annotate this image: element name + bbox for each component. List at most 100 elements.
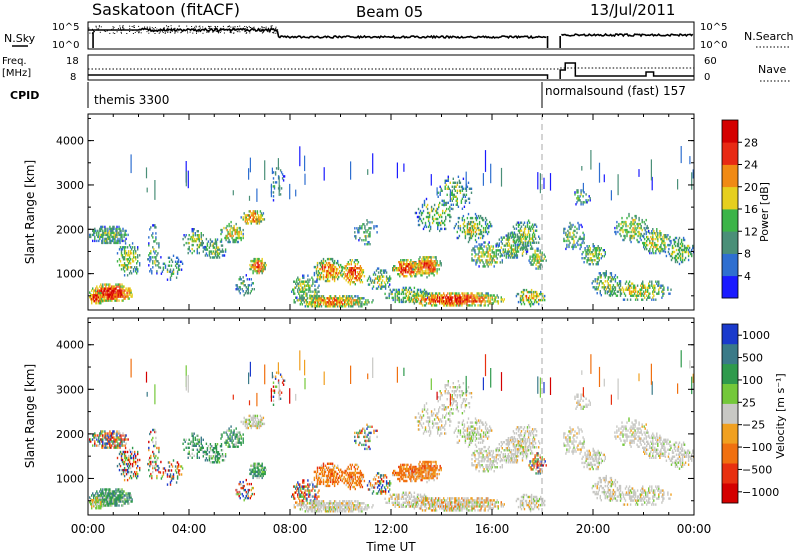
- power-cell: [283, 175, 286, 178]
- power-cell: [659, 251, 661, 255]
- power-cell: [107, 227, 109, 231]
- power-cell: [220, 238, 223, 241]
- power-cell: [216, 256, 219, 259]
- power-cell: [625, 222, 627, 226]
- power-cell: [632, 234, 634, 238]
- power-cell: [359, 265, 362, 268]
- power-cell: [427, 258, 429, 261]
- power-cell: [601, 286, 603, 289]
- power-cell: [222, 254, 225, 257]
- power-cell: [94, 296, 96, 299]
- power-cell: [619, 228, 621, 232]
- power-cell: [429, 302, 432, 305]
- power-cell: [630, 292, 633, 295]
- power-cell: [313, 294, 315, 297]
- power-cell: [437, 207, 439, 211]
- power-cell: [603, 274, 605, 277]
- power-cell: [538, 265, 540, 268]
- power-cell: [456, 199, 458, 202]
- power-cell: [246, 278, 248, 281]
- power-cell: [168, 264, 171, 267]
- power-cell: [117, 283, 119, 286]
- nsky-dot: [242, 29, 244, 31]
- power-cell: [454, 181, 456, 184]
- power-cell: [631, 294, 634, 297]
- power-cell: [690, 250, 692, 254]
- power-cell: [408, 271, 410, 274]
- power-cell: [589, 197, 591, 200]
- power-cell: [127, 287, 129, 290]
- power-cell: [395, 288, 397, 292]
- power-cell: [540, 298, 542, 302]
- power-cell: [121, 283, 123, 286]
- power-cell: [444, 179, 446, 182]
- power-cell: [362, 297, 364, 300]
- power-cell: [500, 300, 502, 303]
- power-cell: [446, 179, 448, 182]
- power-cell: [405, 265, 407, 268]
- power-cell: [374, 277, 377, 280]
- power-cell: [428, 213, 431, 217]
- power-cell: [524, 294, 527, 298]
- power-cell: [111, 227, 113, 231]
- power-cell: [627, 286, 630, 289]
- power-cell: [483, 263, 485, 266]
- power-cell: [240, 236, 242, 240]
- power-cell: [450, 193, 452, 196]
- power-cell: [405, 269, 407, 272]
- power-cell: [459, 226, 462, 230]
- power-cell: [517, 250, 520, 253]
- power-cell: [480, 243, 482, 246]
- power-cell: [328, 295, 331, 298]
- power-cell: [127, 258, 130, 261]
- power-cell: [334, 271, 337, 275]
- power-cell: [421, 296, 424, 299]
- power-cell: [646, 298, 648, 301]
- power-cell: [259, 259, 261, 263]
- power-cell: [582, 239, 584, 243]
- power-cell: [330, 269, 333, 273]
- power-cell: [100, 292, 102, 295]
- power-cell: [384, 287, 387, 290]
- power-cell: [327, 305, 330, 308]
- power-cell: [522, 250, 525, 253]
- power-cell: [648, 286, 650, 289]
- power-cell: [440, 227, 442, 231]
- nsky-dot: [264, 27, 266, 29]
- power-cell: [456, 300, 458, 303]
- power-cell: [680, 248, 683, 252]
- nsky-dot: [246, 26, 247, 28]
- power-cell: [581, 166, 583, 171]
- power-cell: [124, 250, 127, 253]
- power-cell: [100, 298, 102, 301]
- power-cell: [355, 301, 357, 304]
- power-cell: [568, 243, 570, 247]
- nsky-dot: [203, 30, 205, 32]
- power-cell: [306, 305, 309, 308]
- power-cell: [532, 231, 535, 234]
- power-cell: [450, 292, 452, 295]
- power-cell: [572, 245, 574, 249]
- power-cell: [389, 288, 391, 292]
- power-cell: [428, 298, 431, 301]
- nsky-dot: [215, 29, 217, 31]
- power-cell: [349, 295, 351, 298]
- power-cell: [104, 225, 106, 229]
- power-cell: [463, 300, 465, 303]
- power-cell: [430, 304, 433, 307]
- power-cell: [114, 237, 116, 241]
- power-cell: [319, 273, 322, 277]
- power-cell: [435, 296, 438, 299]
- power-cell: [333, 305, 336, 308]
- power-cell: [365, 301, 367, 304]
- power-cell: [93, 300, 95, 303]
- power-cell: [430, 205, 433, 209]
- power-cell: [529, 257, 531, 260]
- power-cell: [90, 294, 92, 297]
- power-cell: [628, 286, 631, 289]
- power-cell: [585, 251, 587, 254]
- power-cell: [454, 292, 456, 295]
- power-cell: [587, 259, 589, 262]
- power-cell: [470, 234, 473, 238]
- power-cell: [152, 246, 154, 249]
